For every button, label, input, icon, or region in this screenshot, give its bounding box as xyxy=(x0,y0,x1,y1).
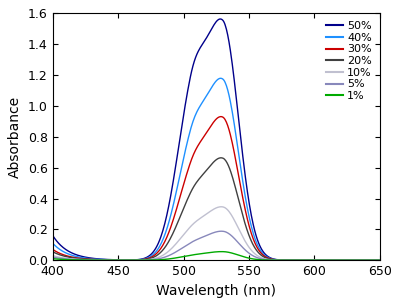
5% xyxy=(50,255,55,259)
20% xyxy=(208,164,212,168)
40% xyxy=(206,91,210,95)
Line: 5%: 5% xyxy=(53,231,380,260)
Line: 40%: 40% xyxy=(53,78,380,260)
10% xyxy=(246,244,250,248)
50% xyxy=(246,194,250,198)
50% xyxy=(218,17,223,21)
10% xyxy=(206,211,210,215)
Line: 1%: 1% xyxy=(53,252,380,260)
50% xyxy=(377,258,382,262)
5% xyxy=(246,251,250,254)
20% xyxy=(370,258,375,262)
20% xyxy=(206,166,210,170)
Legend: 50%, 40%, 30%, 20%, 10%, 5%, 1%: 50%, 40%, 30%, 20%, 10%, 5%, 1% xyxy=(324,19,374,103)
10% xyxy=(377,258,382,262)
5% xyxy=(377,258,382,262)
40% xyxy=(50,241,55,245)
Y-axis label: Absorbance: Absorbance xyxy=(8,96,22,178)
20% xyxy=(377,258,382,262)
20% xyxy=(228,169,233,172)
50% xyxy=(319,258,324,262)
30% xyxy=(228,133,233,136)
50% xyxy=(206,33,210,37)
1% xyxy=(208,251,212,254)
50% xyxy=(208,30,212,34)
30% xyxy=(246,220,250,224)
1% xyxy=(50,257,55,260)
5% xyxy=(206,233,210,237)
X-axis label: Wavelength (nm): Wavelength (nm) xyxy=(156,284,276,298)
5% xyxy=(228,233,233,237)
30% xyxy=(219,115,224,118)
5% xyxy=(219,230,224,233)
1% xyxy=(377,258,382,262)
5% xyxy=(319,258,324,262)
1% xyxy=(219,250,224,253)
50% xyxy=(370,258,375,262)
40% xyxy=(246,210,250,213)
10% xyxy=(50,254,55,257)
1% xyxy=(370,258,375,262)
1% xyxy=(246,256,250,260)
40% xyxy=(370,258,375,262)
10% xyxy=(228,211,233,215)
30% xyxy=(377,258,382,262)
30% xyxy=(50,248,55,251)
40% xyxy=(377,258,382,262)
1% xyxy=(319,258,324,262)
40% xyxy=(228,99,233,103)
1% xyxy=(228,251,233,255)
20% xyxy=(219,156,224,160)
5% xyxy=(370,258,375,262)
10% xyxy=(370,258,375,262)
Line: 30%: 30% xyxy=(53,117,380,260)
30% xyxy=(206,129,210,132)
20% xyxy=(319,258,324,262)
50% xyxy=(50,234,55,237)
10% xyxy=(208,210,212,213)
Line: 50%: 50% xyxy=(53,19,380,260)
10% xyxy=(219,205,224,209)
50% xyxy=(228,48,233,52)
5% xyxy=(208,232,212,236)
40% xyxy=(319,258,324,262)
30% xyxy=(370,258,375,262)
30% xyxy=(319,258,324,262)
40% xyxy=(218,76,223,80)
10% xyxy=(319,258,324,262)
20% xyxy=(50,250,55,254)
Line: 10%: 10% xyxy=(53,207,380,260)
20% xyxy=(246,231,250,235)
1% xyxy=(206,251,210,255)
40% xyxy=(208,88,212,92)
30% xyxy=(208,125,212,129)
Line: 20%: 20% xyxy=(53,158,380,260)
